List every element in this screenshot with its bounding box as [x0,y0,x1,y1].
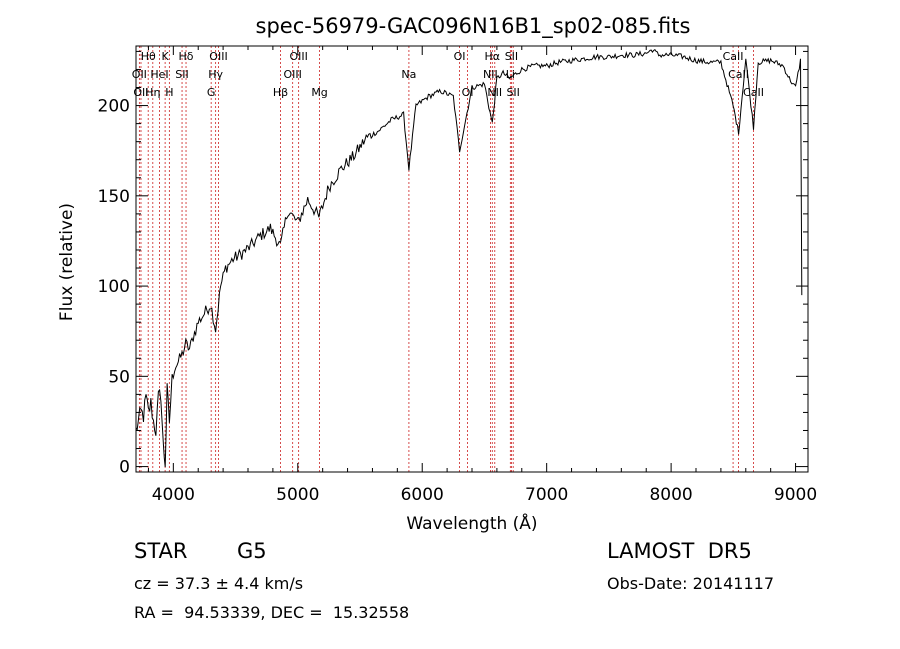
y-axis-label: Flux (relative) [57,203,77,321]
spectral-line-label: Hα [485,50,501,63]
x-tick-label: 7000 [525,485,568,505]
spectral-line-label: OII [133,86,148,99]
x-tick-label: 4000 [152,485,195,505]
spectral-line-label: Hγ [208,68,223,81]
x-tick-label: 9000 [774,485,817,505]
spectral-line-label: OIII [289,50,307,63]
chart-title: spec-56979-GAC096N16B1_sp02-085.fits [256,14,691,39]
spectral-line-label: NII [487,86,502,99]
sky-coordinates: RA = 94.53339, DEC = 15.32558 [134,603,410,622]
spectral-line-label: Li [506,68,515,81]
spectral-line-label: Hδ [179,50,194,63]
survey-release: LAMOST DR5 [607,539,752,563]
spectral-line-label: CaII [743,86,764,99]
spectral-line-label: K [162,50,170,63]
y-tick-label: 100 [98,277,130,297]
spectral-line-label: Hβ [273,86,288,99]
spectral-line-label: OI [462,86,474,99]
x-tick-label: 6000 [401,485,444,505]
y-tick-label: 50 [108,367,130,387]
x-axis-label: Wavelength (Å) [406,512,537,534]
y-tick-label: 200 [98,97,130,117]
spectral-line-label: CaII [723,50,744,63]
x-tick-label: 8000 [649,485,692,505]
object-type: STAR [134,539,188,563]
spectral-line-markers [138,46,754,472]
spectrum-series-line [135,49,803,468]
y-tick-label: 0 [119,458,130,478]
y-tick-label: 150 [98,187,130,207]
redshift-velocity: cz = 37.3 ± 4.4 km/s [134,574,304,593]
spectral-line-label: OI [454,50,466,63]
spectral-line-label: Na [401,68,416,81]
spectral-line-label: NII [483,68,498,81]
spectral-line-label: G [207,86,216,99]
spectral-line-label: SII [506,86,519,99]
spectral-line-label: SII [505,50,518,63]
x-axis: 4000 5000 6000 7000 8000 9000 [147,46,817,505]
spectral-line-label: Hη [145,86,160,99]
spectral-line-label: CaII [728,68,749,81]
object-subclass: G5 [237,539,267,563]
spectral-line-label: Mg [311,86,327,99]
spectral-line-label: SII [175,68,188,81]
spectral-line-label: H [165,86,173,99]
spectral-line-label: Hθ [141,50,156,63]
spectral-line-label: HeI [150,68,168,81]
x-tick-label: 5000 [276,485,319,505]
spectral-line-label: OIII [209,50,227,63]
observation-date: Obs-Date: 20141117 [607,574,775,593]
spectral-line-label: OIII [283,68,301,81]
y-axis: 0 50 100 150 200 [98,50,808,478]
